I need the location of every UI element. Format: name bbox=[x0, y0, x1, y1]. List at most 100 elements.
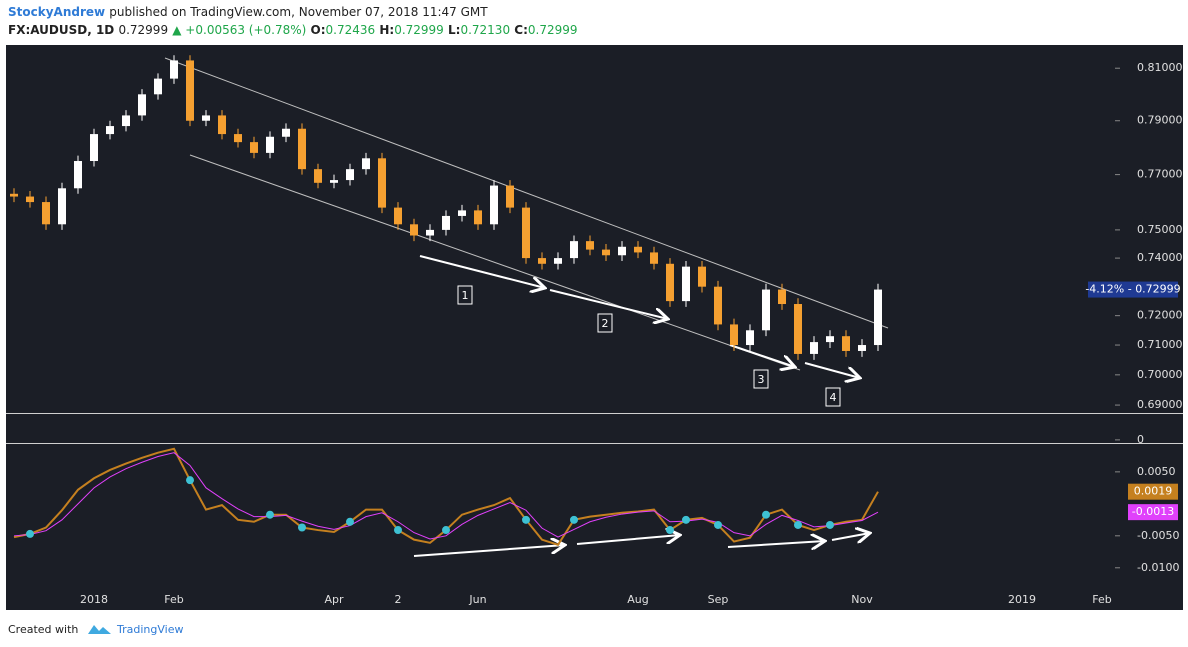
candle-body bbox=[298, 128, 306, 170]
arrow bbox=[831, 533, 870, 540]
cross-marker bbox=[682, 515, 690, 524]
high: 0.72999 bbox=[394, 23, 444, 37]
candle-body bbox=[10, 193, 18, 197]
close: 0.72999 bbox=[528, 23, 578, 37]
candles bbox=[10, 55, 882, 360]
header-line: StockyAndrew published on TradingView.co… bbox=[8, 5, 488, 19]
value-label-box bbox=[1128, 504, 1178, 521]
y-tick-label: 0.72000 bbox=[1137, 309, 1183, 322]
cross-marker bbox=[266, 510, 274, 519]
y-tick-label: 0.81000 bbox=[1137, 61, 1183, 74]
candle-body bbox=[346, 169, 354, 181]
candle-body bbox=[698, 266, 706, 287]
candle-body bbox=[282, 128, 290, 137]
change: ▲ +0.00563 (+0.78%) bbox=[172, 23, 306, 37]
x-tick-label: 2 bbox=[395, 593, 402, 606]
arrow bbox=[419, 255, 545, 288]
y-tick-label: -0.0100 bbox=[1137, 561, 1179, 574]
candle-body bbox=[474, 210, 482, 225]
y-tick-label: -0.0050 bbox=[1137, 529, 1179, 542]
candle-body bbox=[90, 134, 98, 162]
x-tick-label: 2019 bbox=[1008, 593, 1036, 606]
cross-marker bbox=[666, 526, 674, 535]
candle-body bbox=[154, 78, 162, 95]
candle-body bbox=[410, 224, 418, 236]
candle-body bbox=[554, 258, 562, 264]
indicator-line bbox=[13, 452, 879, 540]
candle-body bbox=[362, 158, 370, 170]
cross-marker bbox=[442, 526, 450, 535]
tv-logo bbox=[88, 625, 111, 634]
candle-body bbox=[538, 258, 546, 264]
candle-body bbox=[394, 207, 402, 225]
x-tick-label: Feb bbox=[164, 593, 183, 606]
author[interactable]: StockyAndrew bbox=[8, 5, 105, 19]
candle-body bbox=[442, 215, 450, 230]
candle-body bbox=[458, 210, 466, 216]
footer-brand[interactable]: TradingView bbox=[116, 623, 183, 636]
candle-body bbox=[810, 342, 818, 354]
open-label: O: bbox=[311, 23, 326, 37]
footer-created: Created with bbox=[8, 623, 78, 636]
cross-marker bbox=[794, 520, 802, 529]
candle-body bbox=[250, 142, 258, 153]
annotation-box bbox=[597, 313, 613, 333]
cross-marker bbox=[346, 517, 354, 526]
candle-body bbox=[602, 249, 610, 256]
symbol-line: FX:AUDUSD, 1D 0.72999 ▲ +0.00563 (+0.78%… bbox=[8, 23, 578, 37]
cross-marker bbox=[26, 529, 34, 538]
published: published on TradingView.com, November 0… bbox=[109, 5, 488, 19]
x-tick-label: Sep bbox=[708, 593, 729, 606]
low: 0.72130 bbox=[460, 23, 510, 37]
price-label-box bbox=[1088, 281, 1178, 298]
candle-body bbox=[170, 60, 178, 79]
cross-marker bbox=[394, 526, 402, 535]
candle-body bbox=[794, 304, 802, 354]
arrow bbox=[727, 541, 825, 547]
candle-body bbox=[506, 185, 514, 208]
last: 0.72999 bbox=[118, 23, 168, 37]
annotation-box bbox=[825, 387, 841, 407]
cross-marker bbox=[714, 520, 722, 529]
arrow bbox=[729, 344, 795, 367]
candle-body bbox=[378, 158, 386, 208]
candle-body bbox=[842, 336, 850, 351]
channel-line bbox=[164, 57, 889, 329]
candle-body bbox=[634, 246, 642, 253]
candle-body bbox=[330, 180, 338, 183]
cross-marker bbox=[570, 515, 578, 524]
candle-body bbox=[314, 169, 322, 183]
candle-body bbox=[26, 196, 34, 203]
x-tick-label: Apr bbox=[324, 593, 344, 606]
candle-body bbox=[650, 252, 658, 264]
cross-marker bbox=[298, 523, 306, 532]
arrow bbox=[549, 289, 668, 319]
candle-body bbox=[522, 207, 530, 259]
cross-marker bbox=[186, 476, 194, 485]
y-tick-label: 0.69000 bbox=[1137, 398, 1183, 411]
candle-body bbox=[714, 286, 722, 325]
annotation: 4 bbox=[830, 391, 837, 404]
candle-body bbox=[266, 136, 274, 153]
symbol: FX:AUDUSD, 1D bbox=[8, 23, 114, 37]
y-tick-label: 0.75000 bbox=[1137, 223, 1183, 236]
cross-marker bbox=[522, 515, 530, 524]
candle-body bbox=[74, 161, 82, 189]
x-tick-label: Jun bbox=[468, 593, 486, 606]
y-tick-label: 0.79000 bbox=[1137, 114, 1183, 127]
annotations: 1 2 3 4 bbox=[462, 289, 837, 404]
close-label: C: bbox=[514, 23, 528, 37]
candle-body bbox=[202, 115, 210, 121]
y-tick-label: 0.77000 bbox=[1137, 168, 1183, 181]
candle-body bbox=[618, 246, 626, 256]
annotation: 2 bbox=[602, 317, 609, 330]
low-label: L: bbox=[448, 23, 460, 37]
candle-body bbox=[762, 289, 770, 331]
chart-background bbox=[6, 45, 1183, 610]
candle-body bbox=[490, 185, 498, 225]
value-label: -0.0013 bbox=[1132, 505, 1174, 518]
arrow bbox=[413, 545, 565, 557]
value-label-box bbox=[1128, 483, 1178, 500]
annotation: 1 bbox=[462, 289, 469, 302]
